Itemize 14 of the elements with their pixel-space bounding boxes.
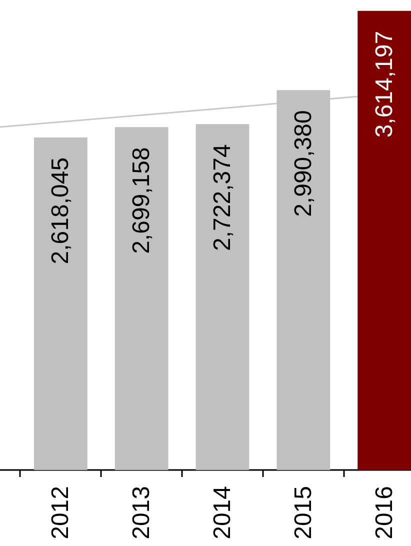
data-label: 2,618,045 bbox=[47, 157, 74, 264]
data-label: 2,722,374 bbox=[208, 144, 236, 251]
data-label: 3,614,197 bbox=[370, 30, 398, 138]
x-tick-label: 2013 bbox=[128, 486, 156, 540]
bar bbox=[196, 124, 250, 470]
bar bbox=[114, 127, 168, 470]
x-tick-label: 2012 bbox=[47, 486, 74, 540]
x-tick-label: 2015 bbox=[290, 486, 317, 540]
x-tick-label: 2016 bbox=[370, 486, 398, 540]
x-tick-label: 2014 bbox=[208, 486, 236, 540]
data-label: 2,699,158 bbox=[128, 147, 156, 254]
data-label: 2,990,380 bbox=[290, 110, 317, 217]
bar bbox=[358, 10, 411, 470]
bar bbox=[34, 137, 88, 470]
